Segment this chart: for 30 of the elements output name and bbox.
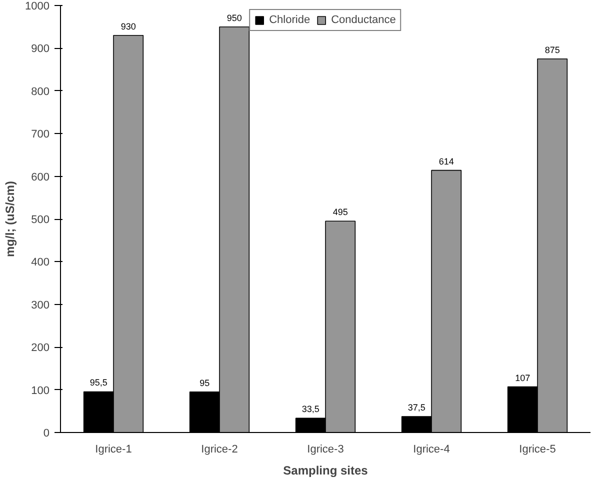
x-tick-label: Igrice-5 — [519, 444, 556, 456]
y-tick-label: 0 — [43, 428, 50, 440]
legend-label: Chloride — [269, 14, 310, 26]
data-label: 33,5 — [302, 404, 320, 414]
data-label: 875 — [544, 44, 560, 55]
data-label: 95,5 — [90, 378, 108, 388]
data-label: 107 — [515, 372, 530, 383]
x-tick-label: Igrice-3 — [307, 444, 344, 456]
x-tick-label: Igrice-1 — [95, 444, 132, 456]
data-label: 495 — [332, 207, 348, 218]
y-tick-label: 900 — [31, 43, 50, 56]
y-tick-label: 400 — [31, 256, 50, 269]
y-axis-title: mg/l; (uS/cm) — [3, 180, 18, 257]
y-tick-label: 300 — [31, 299, 50, 312]
data-label: 930 — [120, 21, 136, 32]
y-tick-label: 700 — [31, 128, 50, 141]
y-tick-label: 500 — [31, 214, 50, 226]
data-label: 95 — [200, 378, 210, 388]
data-label: 614 — [438, 156, 454, 166]
x-tick-label: Igrice-4 — [413, 444, 450, 456]
x-axis-title: Sampling sites — [283, 464, 368, 478]
y-tick-label: 800 — [31, 86, 50, 98]
x-tick-label: Igrice-2 — [201, 444, 238, 456]
data-label: 950 — [226, 12, 242, 23]
data-label: 37,5 — [408, 402, 426, 412]
legend-label: Conductance — [331, 14, 396, 26]
y-tick-label: 1000 — [25, 0, 50, 12]
y-tick-label: 100 — [31, 384, 50, 397]
y-tick-label: 600 — [31, 171, 50, 184]
y-tick-label: 200 — [31, 342, 50, 354]
